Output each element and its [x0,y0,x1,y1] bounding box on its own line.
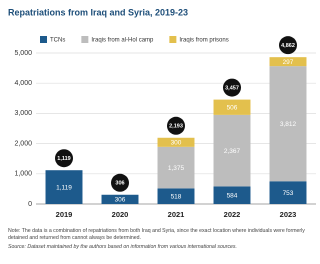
y-tick-label: 5,000 [14,50,32,57]
bar-segment [213,99,251,115]
total-badge [223,78,241,97]
total-badge [111,173,129,192]
total-label: 4,862 [281,43,295,49]
bar-segment [269,57,307,67]
bar-segment [213,114,251,187]
note: Note: The data is a combination of repat… [8,228,305,242]
y-tick-label: 4,000 [14,80,32,87]
total-label: 1,119 [57,156,70,162]
bar-segment [45,170,83,204]
value-label: 584 [227,192,238,199]
value-label: 1,375 [168,165,185,172]
legend-label: TCNs [50,38,65,44]
value-label: 3,812 [280,121,297,128]
x-tick-label: 2023 [280,210,297,219]
value-label: 2,367 [224,148,241,155]
x-tick-label: 2022 [224,210,241,219]
notes: Note: The data is a combination of repat… [8,228,314,253]
x-tick-label: 2021 [168,210,185,219]
total-label: 2,193 [169,124,183,130]
value-label: 518 [171,193,182,200]
bar-segment [269,181,307,204]
bar-segment [269,66,307,182]
bar-segment [157,137,195,147]
legend-swatch [169,36,177,43]
value-label: 300 [171,140,182,147]
total-badge [55,149,73,168]
x-tick-label: 2020 [112,210,129,219]
total-label: 306 [115,181,124,187]
source: Source: Dataset maintained by the author… [8,244,237,251]
chart-title: Repatriations from Iraq and Syria, 2019-… [8,7,188,17]
bar-segment [157,146,195,189]
bar-segment [157,188,195,204]
legend-swatch [81,36,89,43]
chart: Repatriations from Iraq and Syria, 2019-… [8,7,316,219]
y-tick-label: 0 [28,201,32,208]
total-badge [279,36,297,55]
x-tick-label: 2019 [56,210,73,219]
legend-label: Iraqis from al-Hol camp [91,38,154,44]
bar-segment [213,186,251,204]
y-tick-label: 3,000 [14,110,32,117]
legend-swatch [40,36,47,43]
value-label: 506 [227,104,238,111]
value-label: 297 [283,59,294,66]
y-tick-label: 1,000 [14,171,32,178]
total-badge [167,116,185,135]
value-label: 306 [115,197,126,204]
value-label: 753 [283,190,294,197]
total-label: 3,457 [225,86,239,92]
value-label: 1,119 [56,184,72,191]
bar-segment [101,194,139,204]
y-tick-label: 2,000 [14,140,32,147]
legend-label: Iraqis from prisons [179,38,228,44]
